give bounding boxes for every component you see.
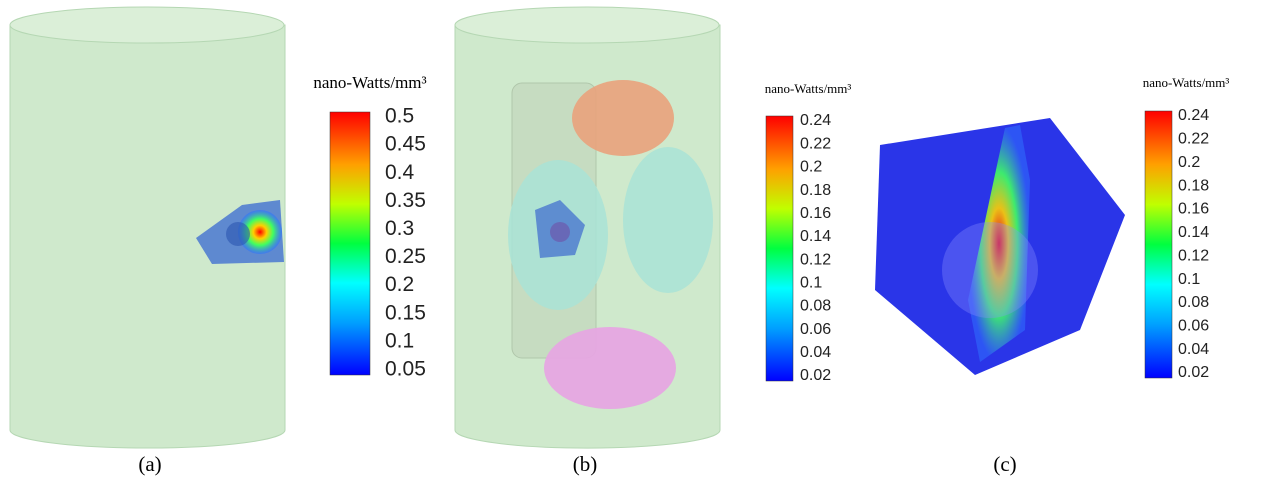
panel-label: (c) <box>993 452 1016 476</box>
colorbar-tick-label: 0.24 <box>1178 107 1209 124</box>
panel-c-render <box>875 118 1125 375</box>
colorbar-title: nano-Watts/mm³ <box>313 73 426 92</box>
colorbar-tick-label: 0.06 <box>800 321 831 338</box>
colorbar-tick-label: 0.3 <box>385 217 414 240</box>
colorbar-tick-label: 0.14 <box>800 228 831 245</box>
colorbar-tick-label: 0.25 <box>385 245 426 268</box>
colorbar-tick-label: 0.2 <box>1178 154 1200 171</box>
colorbar-tick-label: 0.2 <box>800 159 822 176</box>
colorbar-title: nano-Watts/mm³ <box>765 81 852 96</box>
panel-a-render <box>10 7 285 448</box>
colorbar-tick-label: 0.1 <box>385 329 414 352</box>
colorbar-tick-label: 0.22 <box>800 135 831 152</box>
colorbar-tick-label: 0.02 <box>800 367 831 384</box>
colorbar-tick-label: 0.15 <box>385 301 426 324</box>
colorbar-tick-label: 0.16 <box>800 205 831 222</box>
colorbar-title: nano-Watts/mm³ <box>1143 75 1230 90</box>
colorbar <box>1145 111 1172 378</box>
colorbar-tick-label: 0.16 <box>1178 201 1209 218</box>
colorbar-tick-label: 0.1 <box>800 274 822 291</box>
figure: (a) nano-Watts/mm³ 0.5 0.45 0.4 0.35 0.3 0.25 0.… <box>0 0 1262 486</box>
panel-label: (a) <box>138 452 161 476</box>
colorbar <box>766 116 793 381</box>
colorbar-tick-label: 0.04 <box>1178 341 1209 358</box>
colorbar-tick-label: 0.18 <box>800 182 831 199</box>
colorbar-tick-label: 0.5 <box>385 105 414 128</box>
colorbar-tick-label: 0.12 <box>800 251 831 268</box>
colorbar-tick-label: 0.24 <box>800 112 831 129</box>
colorbar-tick-label: 0.02 <box>1178 364 1209 381</box>
colorbar-tick-label: 0.1 <box>1178 271 1200 288</box>
panel-label: (b) <box>573 452 598 476</box>
colorbar <box>330 112 370 375</box>
colorbar-tick-label: 0.4 <box>385 161 415 184</box>
colorbar-tick-label: 0.22 <box>1178 131 1209 148</box>
colorbar-tick-label: 0.18 <box>1178 177 1209 194</box>
colorbar-tick-label: 0.04 <box>800 344 831 361</box>
colorbar-tick-label: 0.05 <box>385 358 426 381</box>
colorbar-tick-label: 0.08 <box>800 298 831 315</box>
colorbar-tick-label: 0.35 <box>385 189 426 212</box>
colorbar-tick-label: 0.08 <box>1178 294 1209 311</box>
colorbar-tick-label: 0.2 <box>385 273 414 296</box>
colorbar-tick-label: 0.12 <box>1178 247 1209 264</box>
panel-b-render <box>455 7 720 448</box>
colorbar-tick-label: 0.45 <box>385 133 426 156</box>
colorbar-tick-label: 0.06 <box>1178 317 1209 334</box>
colorbar-tick-label: 0.14 <box>1178 224 1209 241</box>
